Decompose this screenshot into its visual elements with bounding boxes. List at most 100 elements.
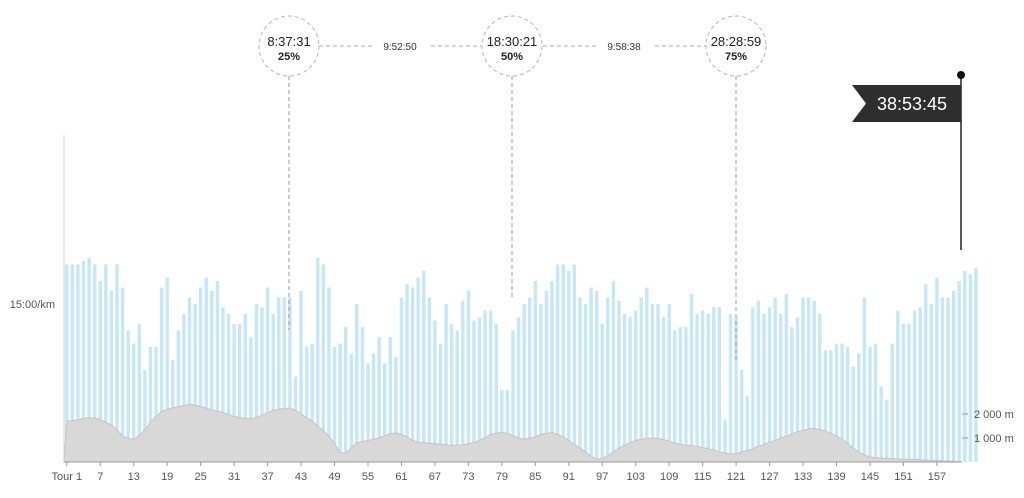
pace-bar xyxy=(572,264,577,462)
finish-flag-shape xyxy=(852,85,961,122)
pace-bar xyxy=(594,290,599,462)
x-tick-label: 115 xyxy=(694,471,712,483)
pace-bar xyxy=(667,304,671,462)
pace-bar xyxy=(528,297,532,462)
pace-bar xyxy=(901,323,906,462)
pace-bar xyxy=(394,356,398,462)
pace-bars xyxy=(65,257,978,462)
x-tick-label: 127 xyxy=(760,471,778,483)
elevation-tick-label-1000: 1 000 m xyxy=(974,433,1014,445)
pace-bar xyxy=(851,366,855,462)
pace-bar xyxy=(221,307,225,462)
pace-bar xyxy=(935,277,939,462)
pace-bar xyxy=(555,264,560,462)
x-tick-label: 109 xyxy=(660,471,678,483)
pace-bar xyxy=(76,264,80,462)
x-tick-label: 103 xyxy=(627,471,645,483)
milestone-time-75: 28:28:59 xyxy=(711,34,762,49)
pace-bar xyxy=(137,323,142,462)
pace-bar xyxy=(533,280,538,462)
pace-bar xyxy=(678,327,683,462)
x-tick-label: 145 xyxy=(861,471,879,483)
x-tick-label: 73 xyxy=(462,471,474,483)
pace-bar xyxy=(661,317,666,462)
pace-bar xyxy=(427,297,432,462)
x-tick-label: 157 xyxy=(928,471,946,483)
pace-bar xyxy=(561,264,565,462)
x-tick-label: 67 xyxy=(429,471,441,483)
pace-bar xyxy=(455,330,459,462)
pace-bar xyxy=(600,323,604,462)
pace-bar xyxy=(639,297,644,462)
milestone-percent-50: 50% xyxy=(501,51,523,63)
pace-bar xyxy=(410,287,415,462)
pace-bar xyxy=(382,363,387,462)
pace-bar xyxy=(879,386,883,462)
milestone-percent-75: 75% xyxy=(725,51,747,63)
pace-bar xyxy=(818,313,822,462)
pace-bar xyxy=(204,277,208,462)
x-tick-label: 79 xyxy=(496,471,508,483)
pace-bar xyxy=(416,277,420,462)
x-tick-label: 121 xyxy=(727,471,745,483)
split-label-bg-2 xyxy=(596,38,652,54)
pace-bar xyxy=(243,313,247,462)
pace-bar xyxy=(338,343,342,462)
pace-bar xyxy=(645,287,649,462)
pace-bar xyxy=(176,330,181,462)
x-tick-label: 25 xyxy=(195,471,207,483)
pace-bar xyxy=(87,257,91,462)
pace-bar xyxy=(544,290,549,462)
pace-bar xyxy=(689,294,694,462)
pace-bar xyxy=(606,297,610,462)
pace-bar xyxy=(104,264,108,462)
pace-bar xyxy=(355,304,359,462)
pace-bar xyxy=(779,313,783,462)
pace-bar xyxy=(126,330,130,462)
pace-bar xyxy=(756,300,761,462)
pace-bar xyxy=(511,330,515,462)
pace-bar xyxy=(277,297,281,462)
pace-tick-label: 15:00/km xyxy=(10,299,55,311)
pace-bar xyxy=(371,353,376,462)
pace-bar xyxy=(790,327,794,462)
x-tick-label: 37 xyxy=(261,471,273,483)
pace-bar xyxy=(516,317,521,462)
pace-bar xyxy=(896,310,900,462)
x-tick-label: 19 xyxy=(161,471,173,483)
pace-bar xyxy=(801,297,805,462)
pace-bar xyxy=(728,313,733,462)
finish-total-time: 38:53:45 xyxy=(877,94,947,114)
pace-bar xyxy=(622,313,627,462)
pace-bar xyxy=(444,304,448,462)
pace-bar xyxy=(92,264,97,462)
pace-bar xyxy=(578,297,582,462)
pace-bar xyxy=(845,346,850,462)
pace-bar xyxy=(377,337,381,462)
pace-bar xyxy=(159,287,164,462)
pace-bar xyxy=(120,287,125,462)
pace-bar xyxy=(232,323,236,462)
pace-bar xyxy=(734,317,738,462)
pace-bar xyxy=(237,323,242,462)
milestone-circle-75 xyxy=(705,15,767,77)
pace-bar xyxy=(812,300,816,462)
pace-bar xyxy=(461,300,465,462)
x-tick-label: 49 xyxy=(328,471,340,483)
pace-bar xyxy=(210,290,214,462)
pace-bar xyxy=(115,264,119,462)
pace-bar xyxy=(154,346,158,462)
pace-bar xyxy=(399,297,404,462)
pace-bar xyxy=(611,280,616,462)
pace-bar xyxy=(143,370,147,462)
pace-bar xyxy=(539,304,543,462)
pace-bar xyxy=(873,343,878,462)
x-tick-label: 61 xyxy=(395,471,407,483)
pace-bar xyxy=(862,297,867,462)
pace-bar xyxy=(628,317,632,462)
pace-bar xyxy=(684,327,688,462)
pace-bar xyxy=(957,280,961,462)
pace-bar xyxy=(700,310,705,462)
pace-bar xyxy=(583,304,588,462)
